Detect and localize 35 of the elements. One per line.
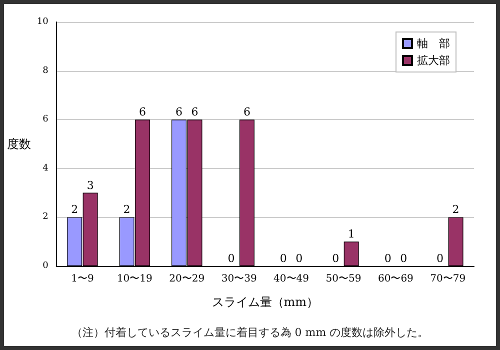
y-tick-label: 10 xyxy=(36,17,49,27)
y-tick-label: 6 xyxy=(42,114,49,125)
x-tick-label: 30〜39 xyxy=(221,274,257,284)
data-label: 6 xyxy=(139,106,146,119)
data-label: 0 xyxy=(296,252,303,265)
data-label: 6 xyxy=(191,106,198,119)
data-label: 0 xyxy=(228,252,235,265)
text: （注）付着しているスライム量に着目する為 0 mm の度数は除外した。 xyxy=(70,325,430,340)
y-axis-title: 度数 xyxy=(7,137,31,151)
data-label: 0 xyxy=(280,252,287,265)
x-tick-label: 10〜19 xyxy=(116,274,152,284)
y-tick-label: 8 xyxy=(42,66,49,76)
data-label: 2 xyxy=(452,203,460,216)
x-tick-label: 70〜79 xyxy=(430,274,466,284)
x-tick-label: 20〜29 xyxy=(169,274,205,284)
y-tick-label: 0 xyxy=(42,261,49,271)
y-tick-label: 2 xyxy=(42,212,48,222)
data-label: 2 xyxy=(123,203,130,216)
legend-label: 軸 部 xyxy=(417,37,450,50)
data-label: 0 xyxy=(400,252,408,265)
x-tick-label: 40〜49 xyxy=(274,274,310,284)
data-label: 0 xyxy=(436,252,444,265)
x-tick-label: 1〜9 xyxy=(71,274,94,284)
data-label: 3 xyxy=(86,178,94,192)
data-label: 0 xyxy=(332,252,340,265)
x-tick-label: 60〜69 xyxy=(378,274,414,284)
y-tick-label: 4 xyxy=(42,163,49,174)
x-tick-label: 50〜59 xyxy=(326,274,362,284)
data-label: 1 xyxy=(348,228,355,241)
data-label: 0 xyxy=(384,252,392,265)
legend-label: 拡大部 xyxy=(417,54,450,67)
data-label: 6 xyxy=(243,106,250,119)
x-axis-title: スライム量（mm） xyxy=(212,295,319,309)
data-label: 2 xyxy=(71,203,78,216)
data-label: 6 xyxy=(175,106,182,119)
